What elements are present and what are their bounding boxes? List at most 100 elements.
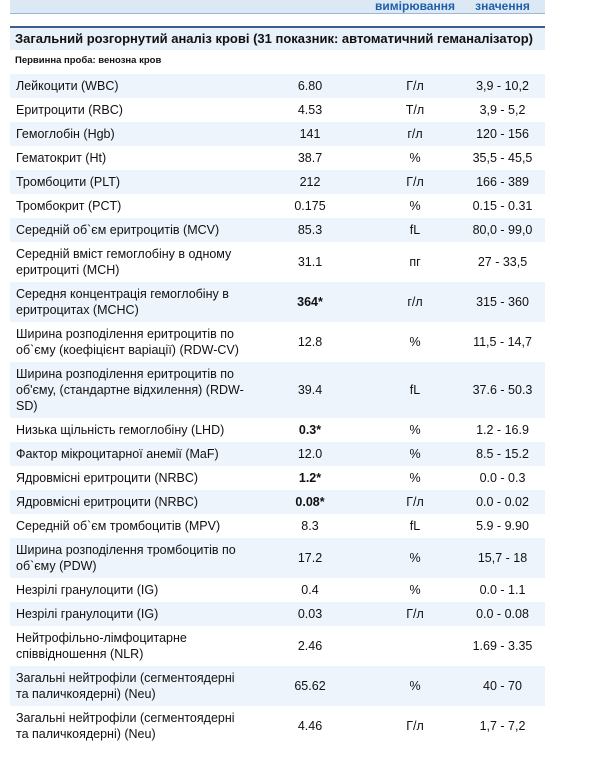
test-value: 8.3: [301, 519, 319, 533]
test-name: Гематокрит (Ht): [16, 151, 107, 165]
result-row: Ядровмісні еритроцити (NRBC) 1.2*% 0.0 - 0…: [10, 466, 545, 490]
section-subtitle: Первинна проба: венозна кров: [15, 55, 162, 66]
test-name: Ширина розподілення тромбоцитів по об`єм…: [10, 538, 250, 578]
test-name: Незрілі гранулоцити (IG): [16, 583, 159, 597]
result-row: Лейкоцити (WBC) 6.80 Г/л 3,9 - 10,2: [10, 74, 545, 98]
test-unit: [370, 626, 460, 666]
test-name: Середній об`єм тромбоцитів (MPV): [16, 519, 221, 533]
test-name: Середній об`єм еритроцитів (MCV): [10, 218, 250, 242]
test-unit: fL: [370, 218, 460, 242]
test-name: Лейкоцити (WBC): [10, 74, 250, 98]
test-value: 12.0: [250, 442, 370, 466]
test-unit: %: [409, 423, 421, 437]
test-value: 6.80: [250, 74, 370, 98]
test-name: Незрілі гранулоцити (IG): [10, 602, 250, 626]
result-row: Еритроцити (RBC) 4.53 Т/л 3,9 - 5,2: [10, 98, 545, 122]
test-value: 31.1: [297, 255, 323, 269]
result-row: Тромбокрит (PCT) 0.175% 0.15 - 0.31: [10, 194, 545, 218]
reference-range: 0.0 - 1.1: [479, 583, 526, 597]
reference-range: 8.5 - 15.2: [460, 442, 545, 466]
reference-range: 1.2 - 16.9: [476, 423, 529, 437]
test-unit: Г/л: [370, 74, 460, 98]
test-unit: Г/л: [406, 719, 424, 733]
test-value: 0.3*: [298, 423, 322, 437]
test-name: Гемоглобін (Hgb): [10, 122, 250, 146]
test-name: Загальні нейтрофіли (сегментоядерні та п…: [10, 666, 250, 706]
reference-range: 0.0 - 0.02: [460, 490, 545, 514]
test-value: 65.62: [250, 666, 370, 706]
test-name: Тромбоцити (PLT): [10, 170, 250, 194]
test-unit: fL: [370, 362, 460, 418]
test-unit: %: [370, 666, 460, 706]
test-unit: %: [370, 442, 460, 466]
test-value: 0.4: [301, 583, 319, 597]
reference-range: 0.0 - 0.3: [479, 471, 526, 485]
result-row: Загальні нейтрофіли (сегментоядерні та п…: [10, 706, 545, 746]
reference-range: 0.0 - 0.08: [460, 602, 545, 626]
test-value: 141: [250, 122, 370, 146]
reference-range: 315 - 360: [460, 282, 545, 322]
test-name: Низька щільність гемоглобіну (LHD): [16, 423, 225, 437]
table-header: вимірювання значення: [10, 0, 545, 14]
result-row: Тромбоцити (PLT) 212 Г/л 166 - 389: [10, 170, 545, 194]
test-unit: Г/л: [370, 170, 460, 194]
test-name: Ядровмісні еритроцити (NRBC): [16, 471, 199, 485]
reference-range: 3,9 - 5,2: [479, 103, 526, 117]
results-table: Лейкоцити (WBC) 6.80 Г/л 3,9 - 10,2 Еритроци…: [10, 74, 545, 746]
header-cell: вимірювання: [375, 0, 455, 13]
test-name: Нейтрофільно-лімфоцитарне співвідношення…: [16, 631, 187, 661]
test-unit: %: [409, 335, 421, 349]
result-row: Гемоглобін (Hgb) 141 г/л 120 - 156: [10, 122, 545, 146]
reference-range: 166 - 389: [460, 170, 545, 194]
reference-range: 3,9 - 10,2: [460, 74, 545, 98]
test-value: 85.3: [250, 218, 370, 242]
test-unit: Т/л: [405, 103, 425, 117]
test-name: Ширина розподілення еритроцитів по об'єм…: [10, 362, 250, 418]
test-value: 4.46: [297, 719, 323, 733]
test-value: 38.7: [297, 151, 323, 165]
result-row: Середній вміст гемоглобіну в одному ерит…: [10, 242, 545, 282]
test-name: Еритроцити (RBC): [16, 103, 123, 117]
test-unit: г/л: [370, 122, 460, 146]
test-name: Ширина розподілення еритроцитів по об`єм…: [16, 327, 239, 357]
result-row: Гематокрит (Ht) 38.7% 35,5 - 45,5: [10, 146, 545, 170]
result-row: Ширина розподілення еритроцитів по об`єм…: [10, 322, 545, 362]
test-unit: Г/л: [370, 490, 460, 514]
result-row: Незрілі гранулоцити (IG) 0.4% 0.0 - 1.1: [10, 578, 545, 602]
test-unit: г/л: [370, 282, 460, 322]
header-cell: значення: [475, 0, 530, 13]
result-row: Загальні нейтрофіли (сегментоядерні та п…: [10, 666, 545, 706]
result-row: Нейтрофільно-лімфоцитарне співвідношення…: [10, 626, 545, 666]
section-title: Загальний розгорнутий аналіз крові (31 п…: [15, 31, 533, 46]
test-unit: fL: [409, 519, 421, 533]
result-row: Ширина розподілення тромбоцитів по об`єм…: [10, 538, 545, 578]
test-value: 4.53: [297, 103, 323, 117]
reference-range: 5.9 - 9.90: [476, 519, 529, 533]
test-name: Середня концентрація гемоглобіну в еритр…: [10, 282, 250, 322]
result-row: Фактор мікроцитарної анемії (MaF) 12.0% 8.…: [10, 442, 545, 466]
result-row: Незрілі гранулоцити (IG) 0.03 Г/л 0.0 - 0.0…: [10, 602, 545, 626]
test-name: Середній вміст гемоглобіну в одному ерит…: [16, 247, 232, 277]
result-row: Ядровмісні еритроцити (NRBC) 0.08* Г/л 0.0 …: [10, 490, 545, 514]
test-value: 212: [250, 170, 370, 194]
test-unit: %: [409, 151, 421, 165]
test-name: Тромбокрит (PCT): [16, 199, 122, 213]
test-value: 0.08*: [250, 490, 370, 514]
test-value: 0.175: [294, 199, 326, 213]
result-row: Середня концентрація гемоглобіну в еритр…: [10, 282, 545, 322]
reference-range: 35,5 - 45,5: [472, 151, 533, 165]
result-row: Середній об`єм еритроцитів (MCV) 85.3 fL 80…: [10, 218, 545, 242]
test-value: 1.2*: [298, 471, 322, 485]
result-row: Низька щільність гемоглобіну (LHD) 0.3*% 1…: [10, 418, 545, 442]
test-value: 39.4: [250, 362, 370, 418]
reference-range: 27 - 33,5: [477, 255, 528, 269]
test-unit: %: [409, 471, 421, 485]
test-unit: %: [409, 199, 421, 213]
test-unit: пг: [409, 255, 421, 269]
test-value: 12.8: [297, 335, 323, 349]
reference-range: 15,7 - 18: [460, 538, 545, 578]
section-header: Загальний розгорнутий аналіз крові (31 п…: [10, 26, 545, 50]
test-value: 0.03: [250, 602, 370, 626]
test-value: 17.2: [250, 538, 370, 578]
